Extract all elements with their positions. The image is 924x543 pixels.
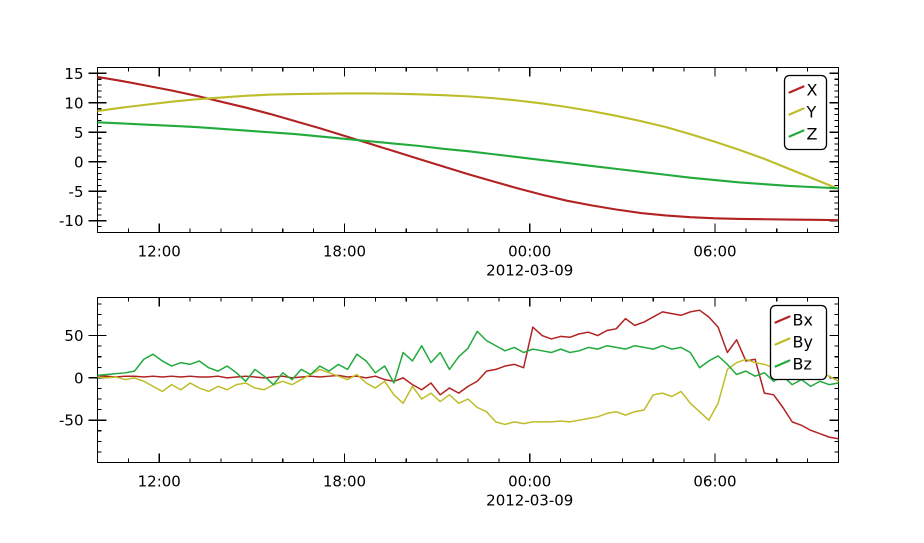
legend-label-Z: Z <box>807 125 818 144</box>
series-line-By <box>97 358 839 426</box>
x-tick-label: 06:00 <box>693 473 736 491</box>
x-tick-label: 00:00 <box>508 243 551 261</box>
panel-position: 12:00 18:00 00:00 06:00 2012-03-09 15 10 5 0 -5 -1… <box>59 65 840 280</box>
legend-swatch-X <box>788 85 805 94</box>
y-tick-label: 15 <box>64 65 83 83</box>
x-tick-label: 12:00 <box>138 473 181 491</box>
legend-label-Bx: Bx <box>793 311 813 330</box>
y-tick-label: 0 <box>74 153 84 171</box>
x-tick-group <box>96 67 840 233</box>
series-group <box>97 309 839 440</box>
x-tick-label: 18:00 <box>323 243 366 261</box>
x-tick-group <box>96 297 840 463</box>
series-line-Y <box>97 92 839 190</box>
legend-swatch-Bz <box>774 359 791 368</box>
series-line-X <box>97 75 839 222</box>
y-tick-group: 15 10 5 0 -5 -10 <box>59 65 839 234</box>
y-tick-label: -5 <box>69 183 84 201</box>
y-tick-label: -10 <box>59 212 84 230</box>
legend-label-X: X <box>807 81 818 100</box>
legend: Bx By Bz <box>769 304 828 381</box>
x-tick-label: 06:00 <box>693 243 736 261</box>
legend-swatch-By <box>774 337 791 346</box>
legend-label-By: By <box>793 333 813 352</box>
legend-box <box>769 304 828 381</box>
x-axis-date-label: 2012-03-09 <box>486 492 573 510</box>
legend-label-Y: Y <box>806 103 817 122</box>
legend-swatch-Z <box>788 129 805 138</box>
series-line-Z <box>97 121 839 190</box>
series-group <box>97 75 839 222</box>
legend-box <box>783 74 828 151</box>
x-tick-label: 18:00 <box>323 473 366 491</box>
y-tick-label: -50 <box>59 412 84 430</box>
x-tick-label: 12:00 <box>138 243 181 261</box>
y-tick-group: 50 0 -50 <box>59 303 839 464</box>
panel-magnetic-field: 12:00 18:00 00:00 06:00 2012-03-09 50 0 -50 Bx By… <box>59 296 840 510</box>
y-tick-label: 0 <box>74 369 84 387</box>
legend-label-Bz: Bz <box>793 355 812 374</box>
series-line-Bz <box>97 330 839 388</box>
x-tick-label: 00:00 <box>508 473 551 491</box>
x-axis-date-label: 2012-03-09 <box>486 262 573 280</box>
plot-frame <box>96 66 840 234</box>
y-tick-label: 10 <box>64 94 83 112</box>
y-tick-label: 50 <box>64 327 83 345</box>
y-tick-label: 5 <box>74 124 84 142</box>
legend-swatch-Y <box>788 107 805 116</box>
legend: XYZ <box>783 74 828 151</box>
legend-swatch-Bx <box>774 315 791 324</box>
series-line-Bx <box>97 309 839 440</box>
plot-frame <box>96 296 840 464</box>
